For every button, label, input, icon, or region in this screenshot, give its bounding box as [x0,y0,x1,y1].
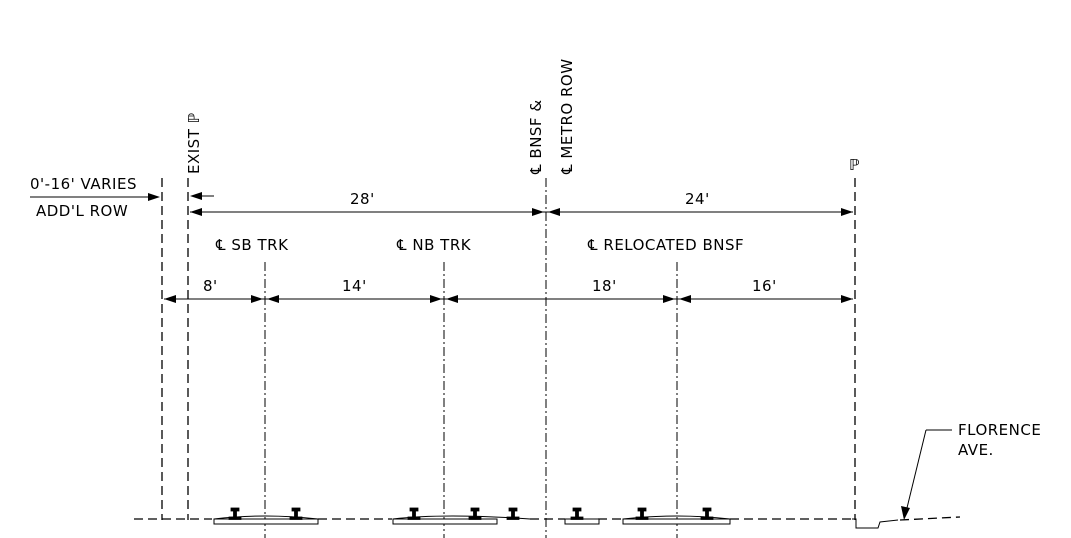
relocated-bnsf-label: ℄ RELOCATED BNSF [587,236,744,254]
ground-line-right [899,516,961,521]
sb-track [213,507,319,525]
additional-row-label: ADD'L ROW [36,202,128,220]
florence-leader-diagonal [905,429,927,513]
sb-right-rail [289,507,303,520]
nb-left-rail [407,507,421,520]
dimension-18ft-label: 18' [592,277,617,295]
bnsf-existing-track [564,507,600,525]
lower-arrow-3 [267,295,279,303]
lower-arrow-5 [446,295,458,303]
florence-leader-arrowhead [901,506,910,520]
exist-pl-label: EXIST ℙ [185,112,203,174]
upper-arrow-right [841,208,853,216]
relocated-bnsf-tie [622,518,731,525]
nb-track [392,507,531,525]
sb-track-label: ℄ SB TRK [215,236,289,254]
bnsf-existing-rail [570,507,584,520]
nb-track-tie [392,518,498,525]
relocated-bnsf-track [622,507,731,525]
relocated-left-rail [635,507,649,520]
dimension-8ft-label: 8' [203,277,218,295]
lower-arrow-2 [251,295,263,303]
upper-arrow-mid-right [548,208,560,216]
dimension-14ft-label: 14' [342,277,367,295]
varies-dimension-label: 0'-16' VARIES [30,175,137,193]
dimension-28ft-label: 28' [350,190,375,208]
upper-arrow-mid-left [532,208,544,216]
sb-left-rail [228,507,242,520]
florence-curb [852,518,899,529]
relocated-bnsf-ballast [622,515,731,520]
relocated-right-rail [700,507,714,520]
nb-track-label: ℄ NB TRK [396,236,472,254]
dimension-24ft-label: 24' [685,190,710,208]
sb-track-ballast [213,515,319,520]
dimension-16ft-label: 16' [752,277,777,295]
nb-right-rail [468,507,482,520]
sb-track-tie [213,518,319,525]
lower-arrow-1 [164,295,176,303]
metro-row-centerline-label: ℄ METRO ROW [558,58,576,175]
nb-extra-rail [506,507,520,520]
florence-label: FLORENCE [958,421,1041,439]
varies-leader-arrow [148,193,160,201]
right-pl-label: ℙ [849,156,860,174]
ave-label: AVE. [958,441,994,459]
lower-arrow-7 [679,295,691,303]
bnsf-centerline-label: ℄ BNSF & [527,99,545,175]
lower-arrow-6 [663,295,675,303]
lower-arrow-4 [430,295,442,303]
upper-arrow-left [190,208,202,216]
exist-pl-arrowhead [190,192,202,200]
lower-arrow-8 [841,295,853,303]
